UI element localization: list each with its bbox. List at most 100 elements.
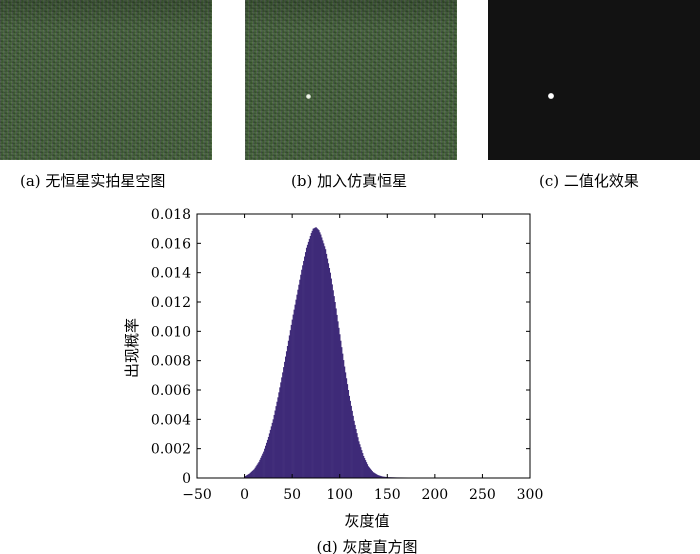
histogram-bar — [378, 475, 380, 478]
histogram-bar — [270, 426, 272, 478]
y-tick-label: 0.008 — [151, 354, 191, 370]
histogram-bar — [367, 466, 370, 478]
histogram-bar — [245, 475, 247, 478]
y-tick-label: 0.018 — [151, 207, 191, 223]
histogram-bar — [356, 433, 358, 478]
histogram-bar — [296, 294, 298, 478]
simulated-star — [306, 94, 311, 99]
histogram-bar — [306, 244, 309, 478]
histogram-bar — [350, 405, 352, 478]
histogram-bar — [312, 228, 314, 478]
histogram-bar — [291, 319, 293, 478]
histogram-bar — [374, 473, 376, 478]
histogram-bar — [333, 296, 335, 478]
histogram-bar — [305, 247, 308, 478]
caption-b: (b) 加入仿真恒星 — [291, 172, 408, 190]
histogram-bar — [319, 232, 321, 478]
histogram-bar — [300, 274, 302, 478]
histogram-bar — [307, 241, 310, 478]
histogram-bar — [359, 444, 361, 478]
histogram-bar — [280, 382, 282, 478]
histogram-bar — [272, 419, 274, 478]
histogram-bar — [328, 267, 331, 478]
histogram-bar — [290, 324, 292, 478]
histogram-bar — [332, 290, 334, 478]
histogram-bar — [323, 243, 325, 478]
caption-d: (d) 灰度直方图 — [316, 538, 417, 554]
histogram-bar — [269, 429, 272, 478]
axes-frame — [196, 213, 531, 479]
histogram-bar — [248, 473, 251, 478]
panel-b-image — [245, 0, 457, 160]
histogram-bar — [302, 265, 304, 478]
histogram-bar — [261, 455, 263, 478]
histogram-bar — [298, 284, 300, 478]
histogram-bar — [347, 390, 350, 478]
histogram-bar — [256, 464, 258, 478]
histogram-bar — [349, 400, 351, 478]
histogram-bar — [293, 309, 295, 478]
histogram-bar — [275, 406, 277, 478]
caption-a: (a) 无恒星实拍星空图 — [20, 172, 166, 190]
histogram-bar — [308, 238, 311, 478]
histogram-bar — [329, 272, 331, 478]
histogram-bar — [370, 469, 372, 478]
y-tick-label: 0.004 — [151, 412, 191, 428]
histogram-bar — [310, 233, 312, 478]
histogram-bar — [292, 314, 294, 478]
histogram-bar — [253, 469, 255, 478]
histogram-bar — [383, 476, 386, 478]
histogram-bar — [327, 263, 330, 478]
histogram-bar — [383, 476, 385, 478]
histogram-bar — [318, 230, 320, 478]
histogram-bar — [285, 351, 288, 478]
histogram-bar — [343, 366, 346, 478]
histogram-bar — [324, 246, 326, 478]
panel-a-image — [0, 0, 212, 160]
histogram-bar — [295, 299, 297, 478]
histogram-bar — [246, 474, 249, 478]
histogram-bar — [336, 314, 338, 478]
histogram-bar — [317, 229, 319, 478]
histogram-bar — [355, 429, 357, 478]
histogram-bar — [320, 234, 322, 478]
histogram-bar — [352, 415, 354, 478]
histogram-bar — [284, 361, 286, 478]
histogram-bar — [335, 308, 337, 478]
histogram-bar — [245, 475, 248, 478]
histogram-bar — [277, 397, 279, 478]
histogram-bar — [340, 340, 342, 478]
y-tick-label: 0.002 — [151, 442, 191, 458]
histogram-bar — [255, 466, 257, 478]
x-axis-label: 灰度值 — [344, 512, 389, 530]
y-axis-label: 出现概率 — [123, 318, 141, 378]
histogram-bar — [357, 437, 359, 478]
histogram-bar — [265, 445, 267, 478]
histogram-bars — [244, 227, 488, 479]
histogram-bar — [286, 346, 289, 478]
histogram-bar — [251, 470, 253, 478]
histogram-bar — [382, 476, 384, 478]
histogram-bar — [372, 472, 374, 478]
histogram-bar — [314, 227, 316, 478]
histogram-bar — [297, 289, 299, 478]
histogram-bar — [263, 451, 265, 478]
histogram-bar — [322, 240, 324, 478]
x-tick-label: 300 — [517, 487, 544, 503]
histogram-bar — [257, 463, 259, 478]
histogram-bar — [304, 252, 307, 478]
histogram-bar — [326, 258, 329, 478]
histogram-bar — [369, 468, 371, 478]
x-tick-label: 150 — [374, 487, 401, 503]
histogram-bar — [358, 441, 360, 478]
x-tick-label: 0 — [240, 487, 249, 503]
histogram-bar — [282, 372, 284, 478]
histogram-bar — [309, 236, 311, 478]
histogram-bar — [254, 467, 256, 478]
x-tick-label: −50 — [182, 487, 212, 503]
x-tick-label: 50 — [283, 487, 301, 503]
histogram-bar — [274, 410, 276, 478]
histogram-bar — [273, 414, 275, 478]
histogram-bar — [259, 459, 261, 478]
